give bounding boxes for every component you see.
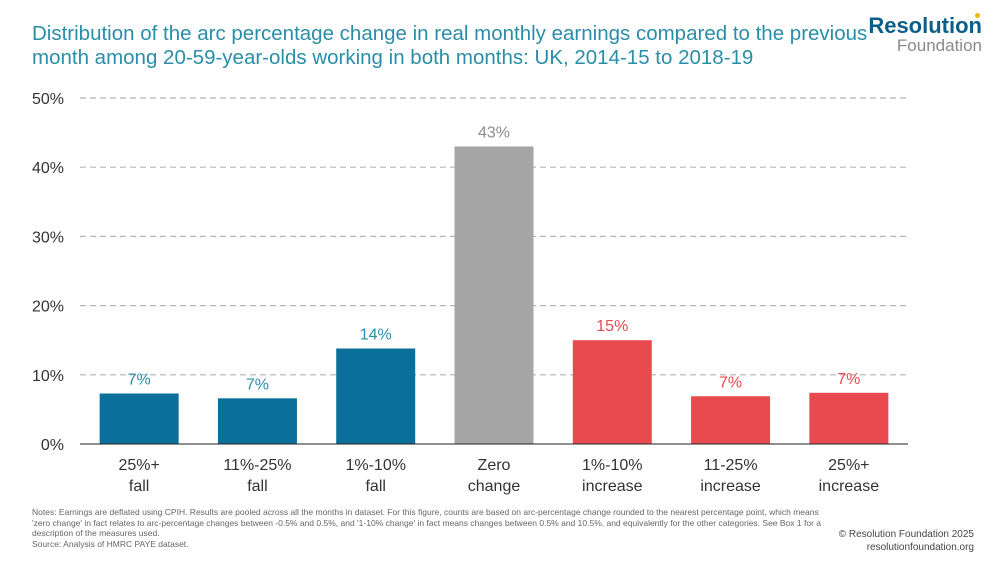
bar — [572, 340, 652, 444]
bar — [336, 348, 416, 444]
data-label: 43% — [478, 124, 510, 141]
x-tick-label: fall — [247, 478, 267, 495]
y-tick-label: 10% — [32, 368, 64, 385]
x-tick-label: 1%-10% — [582, 457, 642, 474]
notes-text: Notes: Earnings are deflated using CPIH.… — [32, 507, 821, 538]
y-tick-label: 20% — [32, 299, 64, 316]
x-tick-label: fall — [365, 478, 385, 495]
copyright-text: © Resolution Foundation 2025 — [838, 529, 974, 540]
chart-notes: Notes: Earnings are deflated using CPIH.… — [32, 507, 822, 549]
x-tick-label: 25%+ — [828, 457, 869, 474]
data-label: 7% — [719, 374, 742, 391]
y-tick-label: 40% — [32, 160, 64, 177]
x-tick-label: 11-25% — [704, 457, 758, 474]
x-tick-label: change — [468, 478, 521, 495]
bar-chart: 0% 10% 20% 30% 40% 50% 7% 25%+ fall 7% 11%-25% fall… — [32, 91, 908, 495]
logo-wordmark-top: Resolution — [868, 13, 982, 38]
data-label: 7% — [837, 371, 860, 388]
website-link[interactable]: resolutionfoundation.org — [866, 541, 974, 553]
data-label: 14% — [360, 327, 392, 344]
bar — [99, 393, 179, 444]
x-tick-label: fall — [129, 478, 149, 495]
x-tick-label: increase — [582, 478, 643, 495]
resolution-foundation-logo: Resolution Foundation — [868, 13, 982, 55]
x-tick-label: increase — [819, 478, 880, 495]
bar — [454, 146, 534, 444]
bar — [691, 396, 771, 444]
data-label: 7% — [246, 376, 269, 393]
x-tick-label: 25%+ — [118, 457, 159, 474]
bar — [217, 398, 297, 444]
y-tick-label: 50% — [32, 91, 64, 108]
x-tick-label: increase — [700, 478, 761, 495]
data-label: 7% — [128, 371, 151, 388]
x-tick-label: Zero — [478, 457, 511, 474]
y-tick-label: 0% — [41, 437, 64, 454]
bar — [809, 392, 889, 444]
source-text: Source: Analysis of HMRC PAYE dataset. — [32, 538, 189, 549]
credits: © Resolution Foundation 2025 resolutionf… — [839, 529, 974, 554]
x-tick-label: 11%-25% — [223, 457, 291, 474]
chart-title: Distribution of the arc percentage chang… — [32, 22, 868, 69]
x-tick-label: 1%-10% — [345, 457, 405, 474]
logo-dot-icon — [975, 13, 980, 18]
y-tick-label: 30% — [32, 229, 64, 246]
data-label: 15% — [596, 318, 628, 335]
logo-wordmark-bottom: Foundation — [896, 36, 982, 55]
